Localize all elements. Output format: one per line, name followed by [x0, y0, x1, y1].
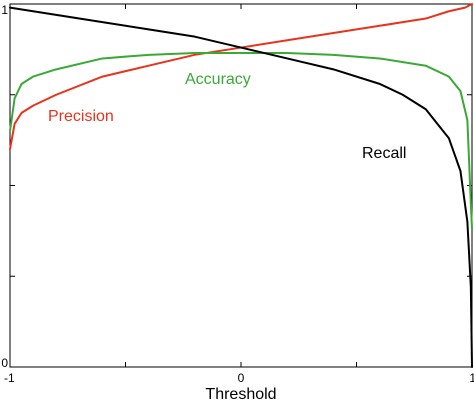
series-line-recall: [9, 6, 473, 368]
annotation-precision: Precision: [48, 108, 114, 125]
annotation-recall: Recall: [362, 145, 406, 162]
series-lines: [9, 3, 473, 368]
y-tick-label: 0: [1, 356, 8, 370]
labels: Precision Accuracy Recall: [48, 71, 406, 162]
x-tick-label: -1: [4, 371, 15, 385]
x-tick-label: 0: [238, 371, 245, 385]
x-tick-label: 1: [469, 371, 474, 385]
series-line-precision: [9, 3, 473, 151]
plot-frame: [9, 3, 473, 368]
y-tick-label: 1: [1, 3, 8, 17]
x-axis-title: Threshold: [205, 386, 276, 403]
annotation-accuracy: Accuracy: [185, 71, 251, 88]
